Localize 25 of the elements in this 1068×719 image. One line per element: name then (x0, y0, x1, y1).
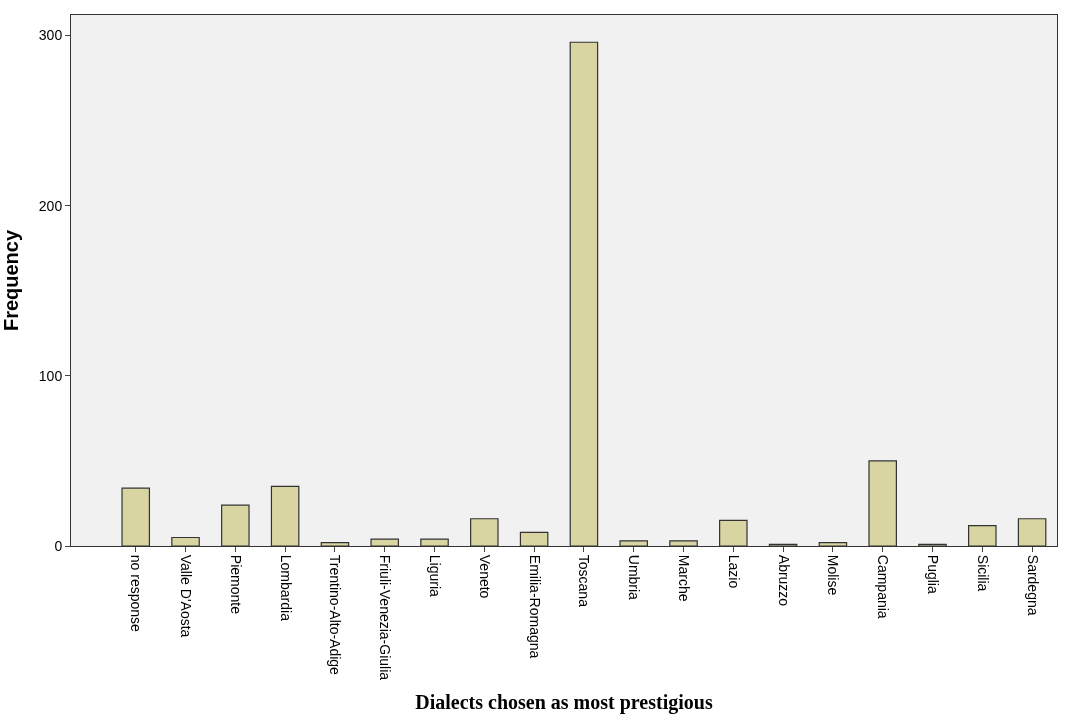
x-tick-label: Toscana (576, 554, 593, 608)
x-tick-label: Lazio (725, 554, 742, 589)
x-tick-label: Sicilia (974, 554, 991, 592)
x-tick-label: Puglia (924, 554, 941, 594)
x-tick-label: Marche (675, 554, 692, 602)
x-tick-label: Umbria (626, 554, 643, 601)
y-tick-label: 100 (38, 367, 63, 384)
x-axis-title: Dialects chosen as most prestigious (415, 690, 713, 714)
x-tick-label: Emilia-Romagna (526, 554, 543, 659)
y-tick-label: 300 (38, 27, 63, 44)
x-tick-label: no response (128, 554, 145, 633)
x-tick-label: Friuli-Venezia-Giulia (377, 554, 394, 681)
y-tick-label: 200 (38, 197, 63, 214)
x-tick-label: Trentino-Alto-Adige (327, 554, 344, 676)
x-tick-label: Molise (825, 554, 842, 596)
x-tick-label: Liguria (426, 554, 443, 598)
x-tick-label: Abruzzo (775, 554, 792, 607)
x-tick-label: Valle D'Aosta (177, 554, 194, 638)
y-axis-title: Frequency (0, 229, 22, 332)
x-tick-label: Campania (875, 554, 892, 619)
x-tick-label: Piemonte (227, 554, 244, 615)
x-tick-label: Sardegna (1024, 554, 1041, 616)
y-tick-label: 0 (54, 537, 63, 554)
x-tick-label: Veneto (476, 554, 493, 599)
x-tick-label: Lombardia (277, 554, 294, 622)
